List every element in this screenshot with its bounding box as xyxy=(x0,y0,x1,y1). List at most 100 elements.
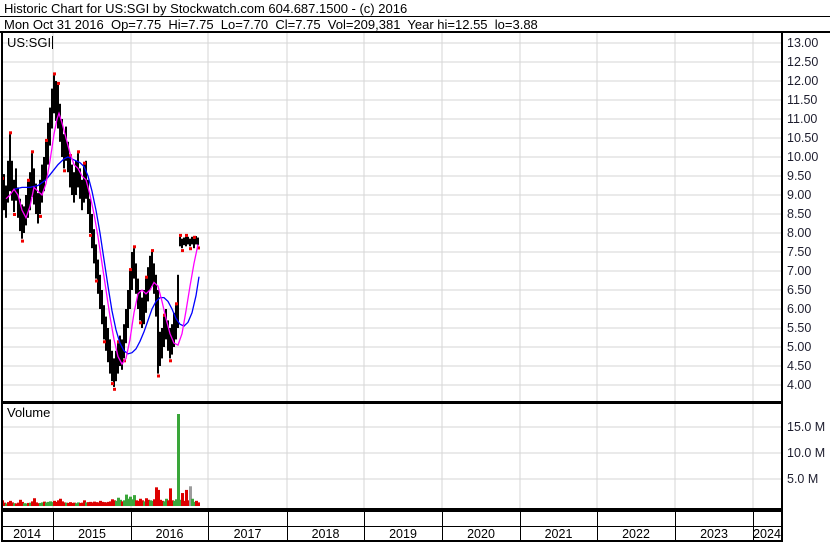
price-candle xyxy=(145,278,147,313)
volume-bar xyxy=(29,502,32,506)
price-candle xyxy=(173,312,175,347)
close-marker-dot xyxy=(13,213,16,216)
price-candle xyxy=(69,157,71,188)
year-tick xyxy=(287,511,288,540)
volume-bar xyxy=(67,502,70,506)
price-tick-label: 8.00 xyxy=(787,226,812,240)
price-candle xyxy=(105,316,107,351)
price-candle xyxy=(95,244,97,279)
volume-bar xyxy=(87,502,90,506)
price-candle xyxy=(119,335,121,366)
volume-bar xyxy=(141,500,144,506)
price-tick-label: 9.00 xyxy=(787,188,812,202)
volume-bar xyxy=(57,500,60,506)
price-candle xyxy=(55,81,57,121)
price-candle xyxy=(53,75,55,114)
chart-top-border xyxy=(0,31,830,33)
volume-bar xyxy=(187,500,190,506)
year-label: 2024 xyxy=(753,527,781,541)
price-candle xyxy=(151,252,153,287)
price-candle xyxy=(169,328,171,359)
price-candle xyxy=(29,172,31,211)
panel-separator xyxy=(1,401,783,404)
volume-bar xyxy=(23,503,26,506)
volume-bar xyxy=(79,502,82,506)
price-candle xyxy=(81,179,83,211)
chart-left-border xyxy=(1,31,3,542)
price-tick-label: 8.50 xyxy=(787,207,812,221)
volume-bar xyxy=(9,500,12,506)
volume-bar xyxy=(41,502,44,506)
volume-bar xyxy=(31,501,34,506)
price-candle xyxy=(127,290,129,328)
price-candle xyxy=(157,290,159,374)
volume-bar xyxy=(69,502,72,506)
close-marker-dot xyxy=(145,275,148,279)
close-marker-dot xyxy=(53,72,56,76)
volume-bar xyxy=(153,499,156,506)
price-candle xyxy=(25,195,27,226)
volume-bar xyxy=(103,502,106,506)
volume-bar xyxy=(111,499,114,506)
price-candle xyxy=(27,181,29,218)
volume-tick-label: 15.0 M xyxy=(787,420,826,434)
price-candle xyxy=(65,126,67,161)
volume-bar xyxy=(123,500,126,506)
price-candle xyxy=(89,198,91,233)
price-candle xyxy=(87,179,89,214)
close-marker-dot xyxy=(103,340,106,344)
volume-bar xyxy=(33,498,36,506)
volume-bar xyxy=(39,502,42,506)
price-tick-label: 9.50 xyxy=(787,169,812,183)
volume-bar xyxy=(161,500,164,506)
symbol-input[interactable]: US:SGI xyxy=(7,35,54,50)
price-candle xyxy=(51,88,53,129)
volume-bar xyxy=(37,503,40,506)
volume-bar xyxy=(7,502,10,506)
price-candle xyxy=(35,183,37,214)
volume-bar xyxy=(25,503,28,506)
close-marker-dot xyxy=(9,131,12,135)
volume-bar xyxy=(77,502,80,506)
price-candle xyxy=(183,237,185,246)
price-candle xyxy=(167,320,169,351)
volume-bar xyxy=(195,500,198,506)
close-marker-dot xyxy=(39,214,42,218)
volume-bar xyxy=(171,500,174,506)
volume-bar xyxy=(119,499,122,506)
price-candle xyxy=(97,259,99,294)
volume-bar xyxy=(159,499,162,506)
volume-bar xyxy=(19,499,22,506)
volume-bar xyxy=(15,503,18,506)
price-candle xyxy=(63,134,65,169)
volume-bar xyxy=(157,489,160,506)
volume-bar xyxy=(185,489,188,506)
price-candle xyxy=(103,305,105,340)
price-tick-label: 10.50 xyxy=(787,131,819,145)
close-marker-dot xyxy=(185,233,188,237)
volume-tick-label: 10.0 M xyxy=(787,446,826,460)
close-marker-dot xyxy=(129,268,132,272)
price-candle xyxy=(91,214,93,249)
moving-average-fast-line xyxy=(5,111,199,366)
volume-bar xyxy=(139,498,142,506)
year-label: 2021 xyxy=(544,527,573,541)
volume-bar xyxy=(73,502,76,506)
volume-bar xyxy=(89,501,92,506)
volume-bar xyxy=(191,498,194,506)
close-marker-dot xyxy=(27,178,30,182)
chart-title-line: Historic Chart for US:SGI by Stockwatch.… xyxy=(4,1,408,16)
price-candle xyxy=(113,358,115,387)
price-candle xyxy=(71,164,73,195)
volume-bar xyxy=(151,500,154,506)
price-candle xyxy=(139,290,141,321)
year-label: 2023 xyxy=(700,527,728,541)
price-candle xyxy=(43,157,45,192)
price-tick-label: 12.00 xyxy=(787,74,819,88)
close-marker-dot xyxy=(181,249,184,253)
price-tick-label: 5.50 xyxy=(787,321,812,335)
price-candle xyxy=(133,248,135,279)
price-candle xyxy=(135,263,137,294)
price-candle xyxy=(129,271,131,309)
